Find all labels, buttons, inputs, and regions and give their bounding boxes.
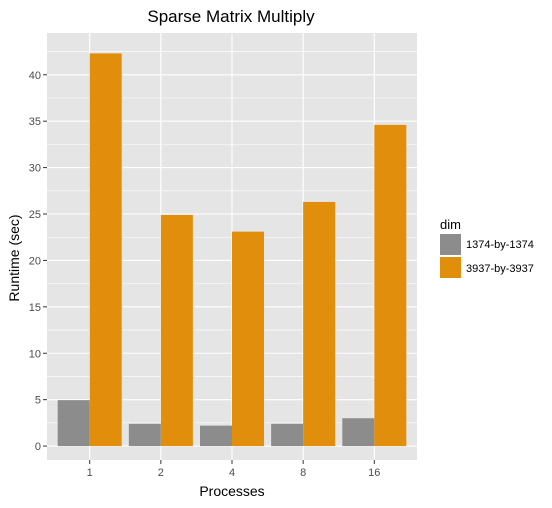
x-tick-label: 2 (158, 467, 164, 479)
bar-1374-by-1374-2 (128, 423, 161, 447)
bar-3937-by-3937-8 (303, 201, 336, 447)
legend: dim 1374-by-1374 3937-by-3937 (440, 217, 534, 278)
x-tick-label: 8 (300, 467, 306, 479)
bar-3937-by-3937-1 (89, 53, 122, 447)
bar-3937-by-3937-4 (232, 231, 265, 447)
y-tick-label: 0 (35, 441, 41, 453)
bar-3937-by-3937-2 (160, 214, 193, 447)
x-tick-label: 4 (229, 467, 235, 479)
legend-key-3937 (440, 257, 461, 278)
bar-1374-by-1374-8 (271, 423, 304, 447)
bar-1374-by-1374-1 (57, 400, 90, 447)
legend-title: dim (440, 217, 461, 232)
legend-label-3937: 3937-by-3937 (466, 263, 534, 275)
y-tick-label: 35 (29, 116, 41, 128)
y-axis: 0 5 10 15 20 25 30 35 40 (29, 70, 47, 453)
bars (57, 53, 407, 447)
bar-3937-by-3937-16 (374, 124, 407, 447)
y-axis-label: Runtime (sec) (6, 214, 22, 301)
bar-1374-by-1374-4 (199, 425, 232, 447)
y-tick-label: 40 (29, 70, 41, 82)
bar-1374-by-1374-16 (342, 418, 375, 447)
y-tick-label: 15 (29, 302, 41, 314)
x-axis-label: Processes (199, 483, 264, 499)
y-tick-label: 25 (29, 209, 41, 221)
x-axis: 1 2 4 8 16 (87, 460, 380, 479)
x-tick-label: 16 (368, 467, 380, 479)
legend-key-1374 (440, 234, 461, 255)
x-tick-label: 1 (87, 467, 93, 479)
y-tick-label: 30 (29, 163, 41, 175)
y-tick-label: 10 (29, 348, 41, 360)
chart-title: Sparse Matrix Multiply (147, 7, 315, 26)
y-tick-label: 20 (29, 255, 41, 267)
legend-label-1374: 1374-by-1374 (466, 239, 534, 251)
y-tick-label: 5 (35, 395, 41, 407)
